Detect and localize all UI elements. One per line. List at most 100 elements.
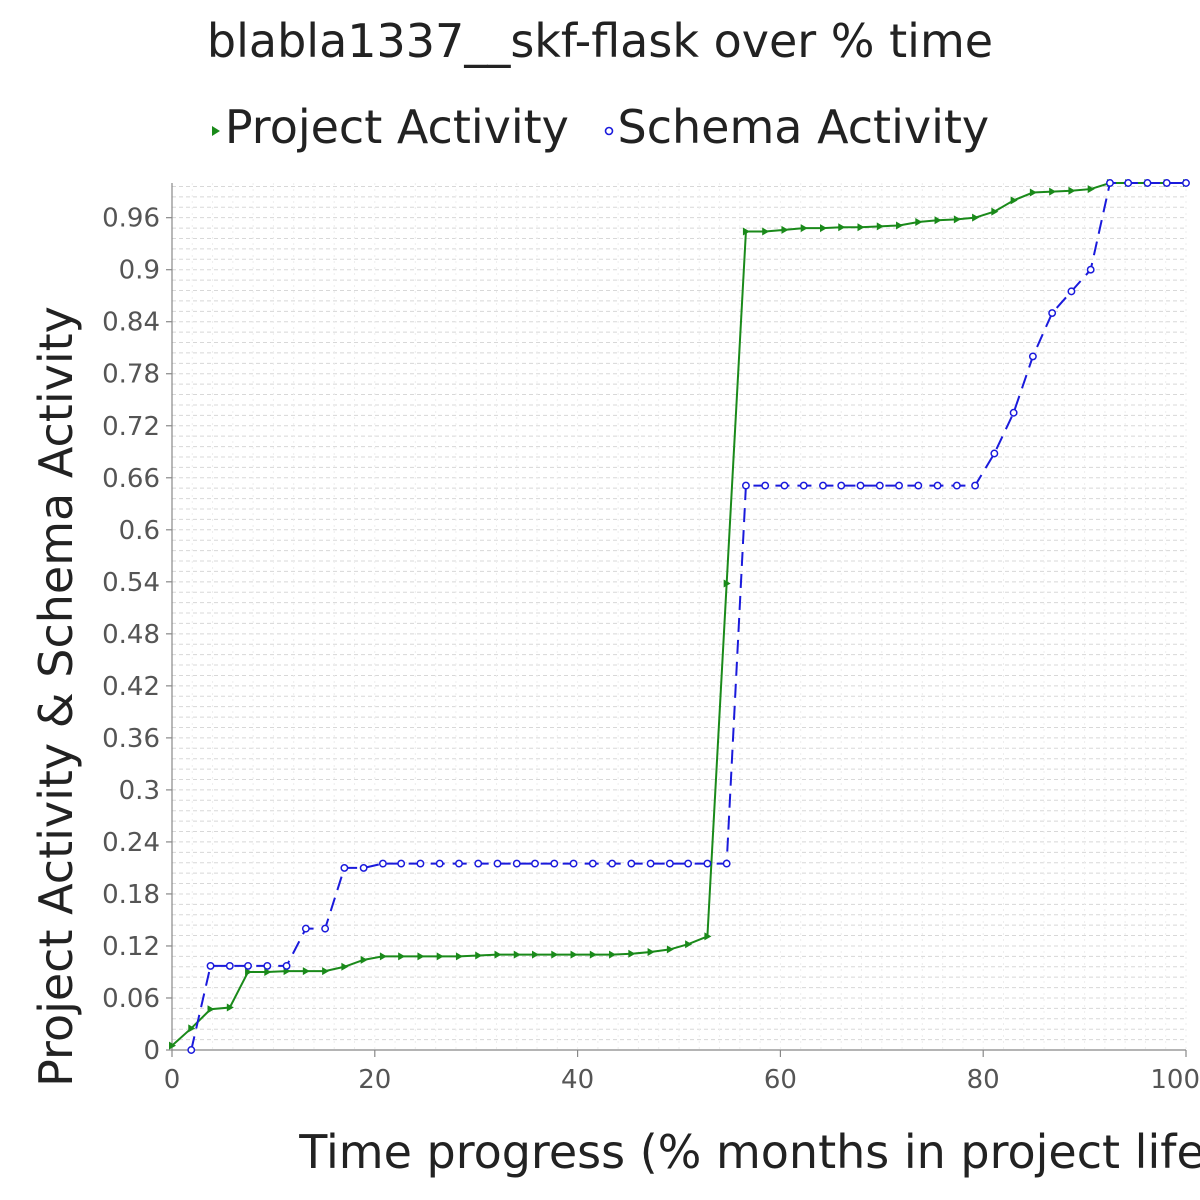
data-point-schema-activity: [531, 859, 539, 868]
data-point-project-activity: [589, 950, 597, 959]
data-point-schema-activity: [455, 859, 463, 868]
data-point-schema-activity: [1067, 287, 1076, 296]
data-point-project-activity: [647, 948, 655, 957]
data-point-project-activity: [436, 952, 444, 961]
data-point-project-activity: [302, 967, 310, 976]
data-point-schema-activity: [799, 481, 808, 490]
data-point-project-activity: [915, 218, 923, 227]
y-tick-label: 0.84: [102, 308, 160, 338]
data-point-project-activity: [1087, 185, 1095, 194]
data-point-project-activity: [475, 951, 483, 960]
data-point-schema-activity: [378, 859, 387, 868]
y-axis-title: Project Activity & Schema Activity: [29, 306, 83, 1087]
data-point-schema-activity: [225, 961, 234, 970]
circle-marker-icon: [604, 126, 613, 135]
y-tick-label: 0.18: [102, 880, 160, 910]
data-point-schema-activity: [1106, 179, 1114, 187]
data-point-schema-activity: [665, 859, 674, 868]
data-point-schema-activity: [206, 961, 215, 970]
data-point-project-activity: [685, 940, 693, 949]
y-tick-label: 0.9: [119, 256, 160, 286]
data-point-schema-activity: [1048, 309, 1057, 317]
y-tick-label: 0.72: [102, 412, 160, 442]
series-layer: [169, 179, 1190, 1054]
data-point-schema-activity: [1028, 352, 1037, 361]
data-point-schema-activity: [1124, 179, 1133, 187]
data-point-schema-activity: [780, 481, 789, 490]
data-point-project-activity: [264, 967, 272, 976]
data-point-project-activity: [1068, 186, 1076, 195]
x-tick-label: 0: [164, 1065, 181, 1095]
data-point-project-activity: [953, 215, 961, 224]
data-point-schema-activity: [875, 481, 884, 490]
series-line-schema-activity: [190, 182, 1186, 1051]
data-point-schema-activity: [684, 859, 693, 868]
data-point-schema-activity: [895, 481, 903, 490]
tick-labels: 0 0.06 0.12 0.18 0.24 0.3 0.36 0.42 0.48 0.54 0.6 0…: [102, 204, 1200, 1095]
data-point-schema-activity: [244, 961, 253, 970]
data-point-schema-activity: [914, 481, 923, 490]
data-point-schema-activity: [990, 449, 999, 458]
data-point-schema-activity: [187, 1046, 196, 1054]
data-point-project-activity: [876, 222, 884, 231]
triangle-marker-icon: [211, 125, 220, 136]
data-point-project-activity: [609, 950, 617, 959]
data-point-schema-activity: [359, 863, 368, 872]
y-tick-label: 0.78: [102, 360, 160, 390]
data-point-schema-activity: [933, 481, 942, 490]
data-point-schema-activity: [493, 859, 502, 868]
y-tick-label: 0.42: [102, 672, 160, 702]
y-tick-label: 0.96: [102, 204, 160, 234]
data-point-schema-activity: [1162, 179, 1171, 187]
data-point-project-activity: [322, 967, 330, 976]
data-point-project-activity: [379, 952, 387, 961]
data-point-schema-activity: [761, 481, 770, 490]
data-point-project-activity: [417, 952, 425, 961]
x-tick-label: 80: [967, 1065, 1000, 1095]
data-point-project-activity: [513, 950, 521, 959]
y-tick-label: 0.3: [119, 776, 160, 806]
data-point-project-activity: [1029, 188, 1037, 197]
data-point-project-activity: [532, 950, 540, 959]
data-point-project-activity: [207, 1005, 215, 1014]
data-point-project-activity: [1049, 187, 1057, 196]
data-point-project-activity: [169, 1041, 176, 1050]
data-point-schema-activity: [550, 859, 559, 868]
y-tick-label: 0.48: [102, 620, 160, 650]
data-point-schema-activity: [1009, 408, 1018, 417]
data-point-schema-activity: [512, 859, 521, 868]
data-point-project-activity: [494, 950, 502, 959]
data-point-project-activity: [723, 579, 731, 588]
data-point-project-activity: [245, 967, 253, 976]
data-point-project-activity: [360, 955, 368, 964]
data-point-schema-activity: [646, 859, 655, 868]
data-point-schema-activity: [608, 859, 617, 868]
data-point-schema-activity: [971, 481, 980, 490]
data-point-schema-activity: [741, 481, 750, 490]
y-tick-label: 0.66: [102, 464, 160, 494]
x-tick-label: 40: [561, 1065, 594, 1095]
data-point-project-activity: [570, 950, 578, 959]
data-point-project-activity: [762, 227, 770, 236]
data-point-project-activity: [226, 1003, 234, 1012]
data-point-project-activity: [742, 227, 750, 236]
y-tick-label: 0.6: [119, 516, 160, 546]
data-point-schema-activity: [703, 859, 712, 868]
y-tick-label: 0: [143, 1036, 160, 1066]
data-point-schema-activity: [474, 859, 483, 868]
legend: Project Activity Schema Activity: [0, 100, 1200, 154]
data-point-project-activity: [666, 945, 674, 954]
data-point-project-activity: [934, 216, 942, 225]
data-point-project-activity: [188, 1024, 196, 1033]
data-point-schema-activity: [856, 481, 865, 490]
y-tick-label: 0.12: [102, 932, 160, 962]
data-point-project-activity: [398, 952, 406, 961]
data-point-project-activity: [991, 207, 999, 216]
data-point-schema-activity: [321, 924, 330, 933]
data-point-project-activity: [896, 221, 904, 230]
legend-label-project-activity: Project Activity: [224, 100, 569, 154]
data-point-schema-activity: [340, 863, 349, 872]
x-tick-label: 60: [764, 1065, 797, 1095]
y-tick-label: 0.36: [102, 724, 160, 754]
